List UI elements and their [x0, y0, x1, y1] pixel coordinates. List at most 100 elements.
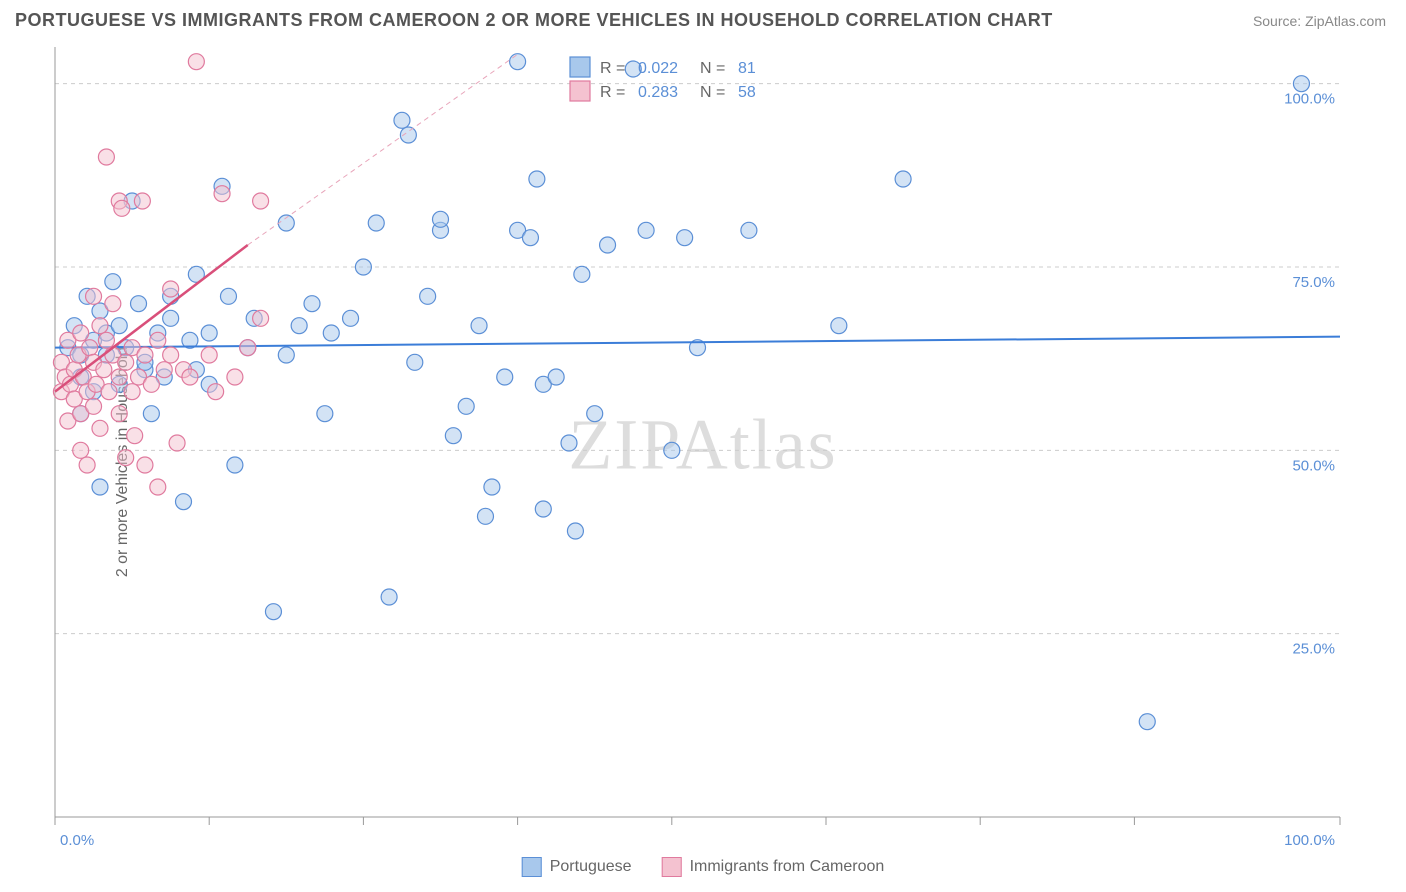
legend-swatch [570, 81, 590, 101]
data-point [163, 281, 179, 297]
data-point [227, 457, 243, 473]
data-point [169, 435, 185, 451]
data-point [105, 296, 121, 312]
data-point [394, 112, 410, 128]
legend-label: Portuguese [550, 858, 632, 876]
data-point [214, 186, 230, 202]
data-point [535, 501, 551, 517]
data-point [677, 230, 693, 246]
data-point [381, 589, 397, 605]
legend-r-label: R = [600, 84, 625, 101]
header: PORTUGUESE VS IMMIGRANTS FROM CAMEROON 2… [0, 0, 1406, 37]
data-point [208, 384, 224, 400]
legend-swatch [570, 57, 590, 77]
data-point [92, 420, 108, 436]
data-point [111, 369, 127, 385]
data-point [433, 211, 449, 227]
data-point [253, 193, 269, 209]
scatter-chart: 25.0%50.0%75.0%100.0%0.0%100.0%R =0.022N… [0, 37, 1406, 887]
chart-container: 2 or more Vehicles in Household ZIPAtlas… [0, 37, 1406, 887]
data-point [124, 384, 140, 400]
data-point [458, 398, 474, 414]
legend-n-value: 81 [738, 60, 756, 77]
y-tick-label: 50.0% [1292, 457, 1335, 474]
data-point [477, 508, 493, 524]
data-point [240, 340, 256, 356]
data-point [567, 523, 583, 539]
data-point [98, 149, 114, 165]
data-point [156, 362, 172, 378]
data-point [137, 457, 153, 473]
data-point [510, 54, 526, 70]
data-point [92, 479, 108, 495]
data-point [143, 376, 159, 392]
y-tick-label: 100.0% [1284, 91, 1335, 108]
data-point [114, 200, 130, 216]
legend-item: Immigrants from Cameroon [662, 857, 885, 877]
data-point [522, 230, 538, 246]
data-point [317, 406, 333, 422]
legend-label: Immigrants from Cameroon [690, 858, 885, 876]
data-point [420, 288, 436, 304]
data-point [600, 237, 616, 253]
legend-swatch [662, 857, 682, 877]
data-point [291, 318, 307, 334]
legend-r-value: 0.283 [638, 84, 678, 101]
data-point [101, 384, 117, 400]
data-point [127, 428, 143, 444]
data-point [118, 450, 134, 466]
data-point [86, 398, 102, 414]
data-point [1293, 76, 1309, 92]
data-point [587, 406, 603, 422]
data-point [118, 354, 134, 370]
data-point [895, 171, 911, 187]
data-point [368, 215, 384, 231]
data-point [98, 332, 114, 348]
y-tick-label: 25.0% [1292, 641, 1335, 658]
legend-item: Portuguese [522, 857, 632, 877]
data-point [484, 479, 500, 495]
data-point [150, 332, 166, 348]
data-point [227, 369, 243, 385]
data-point [471, 318, 487, 334]
data-point [82, 340, 98, 356]
chart-title: PORTUGUESE VS IMMIGRANTS FROM CAMEROON 2… [15, 10, 1053, 31]
source-attribution: Source: ZipAtlas.com [1253, 13, 1386, 29]
data-point [143, 406, 159, 422]
data-point [220, 288, 236, 304]
data-point [497, 369, 513, 385]
data-point [304, 296, 320, 312]
data-point [201, 325, 217, 341]
data-point [176, 494, 192, 510]
data-point [92, 318, 108, 334]
data-point [574, 266, 590, 282]
data-point [561, 435, 577, 451]
data-point [638, 222, 654, 238]
data-point [131, 296, 147, 312]
data-point [741, 222, 757, 238]
data-point [73, 325, 89, 341]
data-point [163, 347, 179, 363]
data-point [343, 310, 359, 326]
data-point [253, 310, 269, 326]
data-point [407, 354, 423, 370]
data-point [445, 428, 461, 444]
trend-line-ext [248, 54, 518, 245]
x-tick-label: 0.0% [60, 832, 94, 849]
legend-n-label: N = [700, 84, 725, 101]
data-point [831, 318, 847, 334]
data-point [150, 479, 166, 495]
data-point [96, 362, 112, 378]
data-point [188, 54, 204, 70]
data-point [201, 347, 217, 363]
data-point [111, 406, 127, 422]
legend-r-label: R = [600, 60, 625, 77]
data-point [134, 193, 150, 209]
data-point [278, 347, 294, 363]
legend-n-label: N = [700, 60, 725, 77]
data-point [79, 457, 95, 473]
data-point [548, 369, 564, 385]
data-point [323, 325, 339, 341]
data-point [73, 442, 89, 458]
legend-r-value: 0.022 [638, 60, 678, 77]
